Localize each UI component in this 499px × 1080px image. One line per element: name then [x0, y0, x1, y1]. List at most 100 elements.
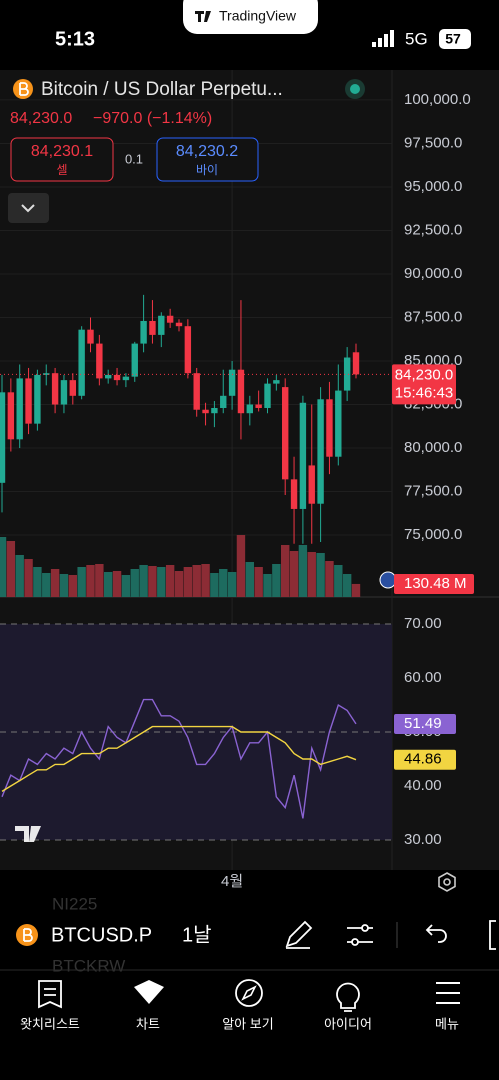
chart-icon[interactable] — [134, 980, 164, 1004]
candle-body — [105, 374, 112, 379]
tv-watermark — [15, 826, 41, 842]
settings-dot — [443, 878, 451, 886]
buy-button[interactable] — [156, 137, 259, 182]
candle-body — [175, 322, 183, 327]
candle-body — [166, 315, 174, 323]
tv-logo — [195, 11, 211, 22]
volume-bar — [139, 565, 148, 597]
candle-body — [122, 376, 130, 381]
tab-label[interactable]: 왓치리스트 — [20, 1016, 80, 1031]
candle-body — [184, 326, 192, 374]
compass-needle — [241, 985, 257, 1001]
volume-bar — [201, 564, 210, 597]
volume-bar — [6, 541, 16, 597]
candle-body — [0, 392, 6, 483]
volume-bar — [316, 553, 325, 597]
volume-bar — [59, 574, 69, 597]
signal-icon — [372, 30, 394, 47]
candle-body — [78, 329, 85, 396]
tab-labels: 왓치리스트 차트 알아 보기 아이디어 메뉴 — [20, 1016, 459, 1031]
indicator-icon[interactable] — [347, 924, 373, 946]
candle-body — [60, 380, 68, 405]
sell-button[interactable] — [10, 137, 114, 182]
rsi-value-box — [394, 749, 456, 770]
tab-label[interactable]: 알아 보기 — [222, 1016, 273, 1031]
volume-bar — [77, 567, 86, 597]
fullscreen-icon[interactable] — [489, 920, 496, 950]
volume-bar — [210, 573, 219, 597]
volume-bar — [334, 565, 343, 597]
volume-bar — [165, 565, 175, 597]
candle-body — [140, 320, 147, 344]
volume-label-box — [394, 573, 474, 594]
candle-body — [51, 373, 59, 405]
battery — [439, 29, 471, 49]
volume-bar — [0, 537, 7, 597]
volume-bar — [219, 569, 228, 597]
volume-bar — [24, 559, 33, 597]
volume-bar — [50, 569, 60, 597]
bitcoin-glyph — [19, 82, 29, 96]
candle-body — [220, 395, 227, 408]
sell-label: 셀 — [56, 163, 67, 177]
rsi-value-label: 44.86 — [404, 751, 442, 768]
y-tick-label: 40.00 — [404, 777, 442, 794]
rsi-line — [1, 725, 357, 792]
market-status — [350, 84, 360, 94]
flag-icon — [379, 571, 397, 589]
candle-body — [228, 369, 236, 396]
candle-body — [211, 407, 218, 414]
volume-bar — [236, 535, 246, 597]
candle-body — [87, 329, 94, 344]
buy-label: 바이 — [196, 163, 218, 177]
countdown: 15:46:43 — [395, 384, 453, 401]
collapse-button[interactable] — [8, 193, 49, 223]
last-price-box — [392, 364, 456, 405]
candle-body — [25, 378, 32, 424]
y-tick-label: 87,500.0 — [404, 308, 462, 325]
candle-body — [16, 378, 23, 440]
candle-body — [352, 352, 360, 375]
candle-body — [131, 343, 138, 377]
candle-body — [202, 409, 209, 414]
volume-bar — [245, 562, 254, 597]
watchlist-icon[interactable] — [38, 980, 62, 1009]
menu-icon[interactable] — [436, 982, 460, 1004]
y-tick-label: 80,000.0 — [404, 439, 462, 456]
symbol-name: Bitcoin / US Dollar Perpetu... — [41, 79, 283, 100]
candle-body — [343, 357, 351, 391]
volume-bar — [183, 567, 193, 597]
volume-bar — [121, 575, 131, 597]
explore-icon[interactable] — [235, 979, 263, 1007]
tab-label[interactable]: 메뉴 — [435, 1016, 459, 1031]
candle-body — [335, 390, 342, 457]
volume-bar — [227, 572, 237, 597]
app-badge — [183, 0, 318, 34]
volume-bar — [325, 561, 334, 597]
volume-bar — [95, 564, 104, 597]
volume-bar — [112, 571, 122, 597]
volume-bar — [15, 555, 24, 597]
ideas-icon[interactable] — [336, 982, 360, 1012]
draw-icon[interactable] — [285, 920, 313, 949]
battery-level: 57 — [445, 31, 461, 47]
volume-bar — [104, 572, 113, 597]
candle-body — [255, 404, 262, 408]
candle-body — [264, 383, 271, 408]
network: 5G — [405, 29, 428, 48]
toolbar-symbol[interactable]: BTCUSD.P — [51, 924, 152, 946]
volume-label: 130.48 M — [404, 575, 467, 592]
candle-body — [96, 343, 103, 379]
toolbar-interval[interactable]: 1날 — [182, 923, 212, 946]
rsi-value-label: 51.49 — [404, 715, 442, 732]
volume-bar — [148, 566, 157, 597]
y-tick-label: 70.00 — [404, 615, 442, 632]
tab-label[interactable]: 아이디어 — [324, 1016, 372, 1031]
tab-label[interactable]: 차트 — [136, 1016, 160, 1031]
volume-bar — [157, 567, 166, 597]
undo-icon[interactable] — [425, 924, 447, 943]
background-symbol: BTCKRW — [52, 956, 125, 975]
chevron — [21, 204, 35, 213]
candle-body — [282, 387, 289, 480]
settings-icon[interactable] — [438, 872, 456, 892]
